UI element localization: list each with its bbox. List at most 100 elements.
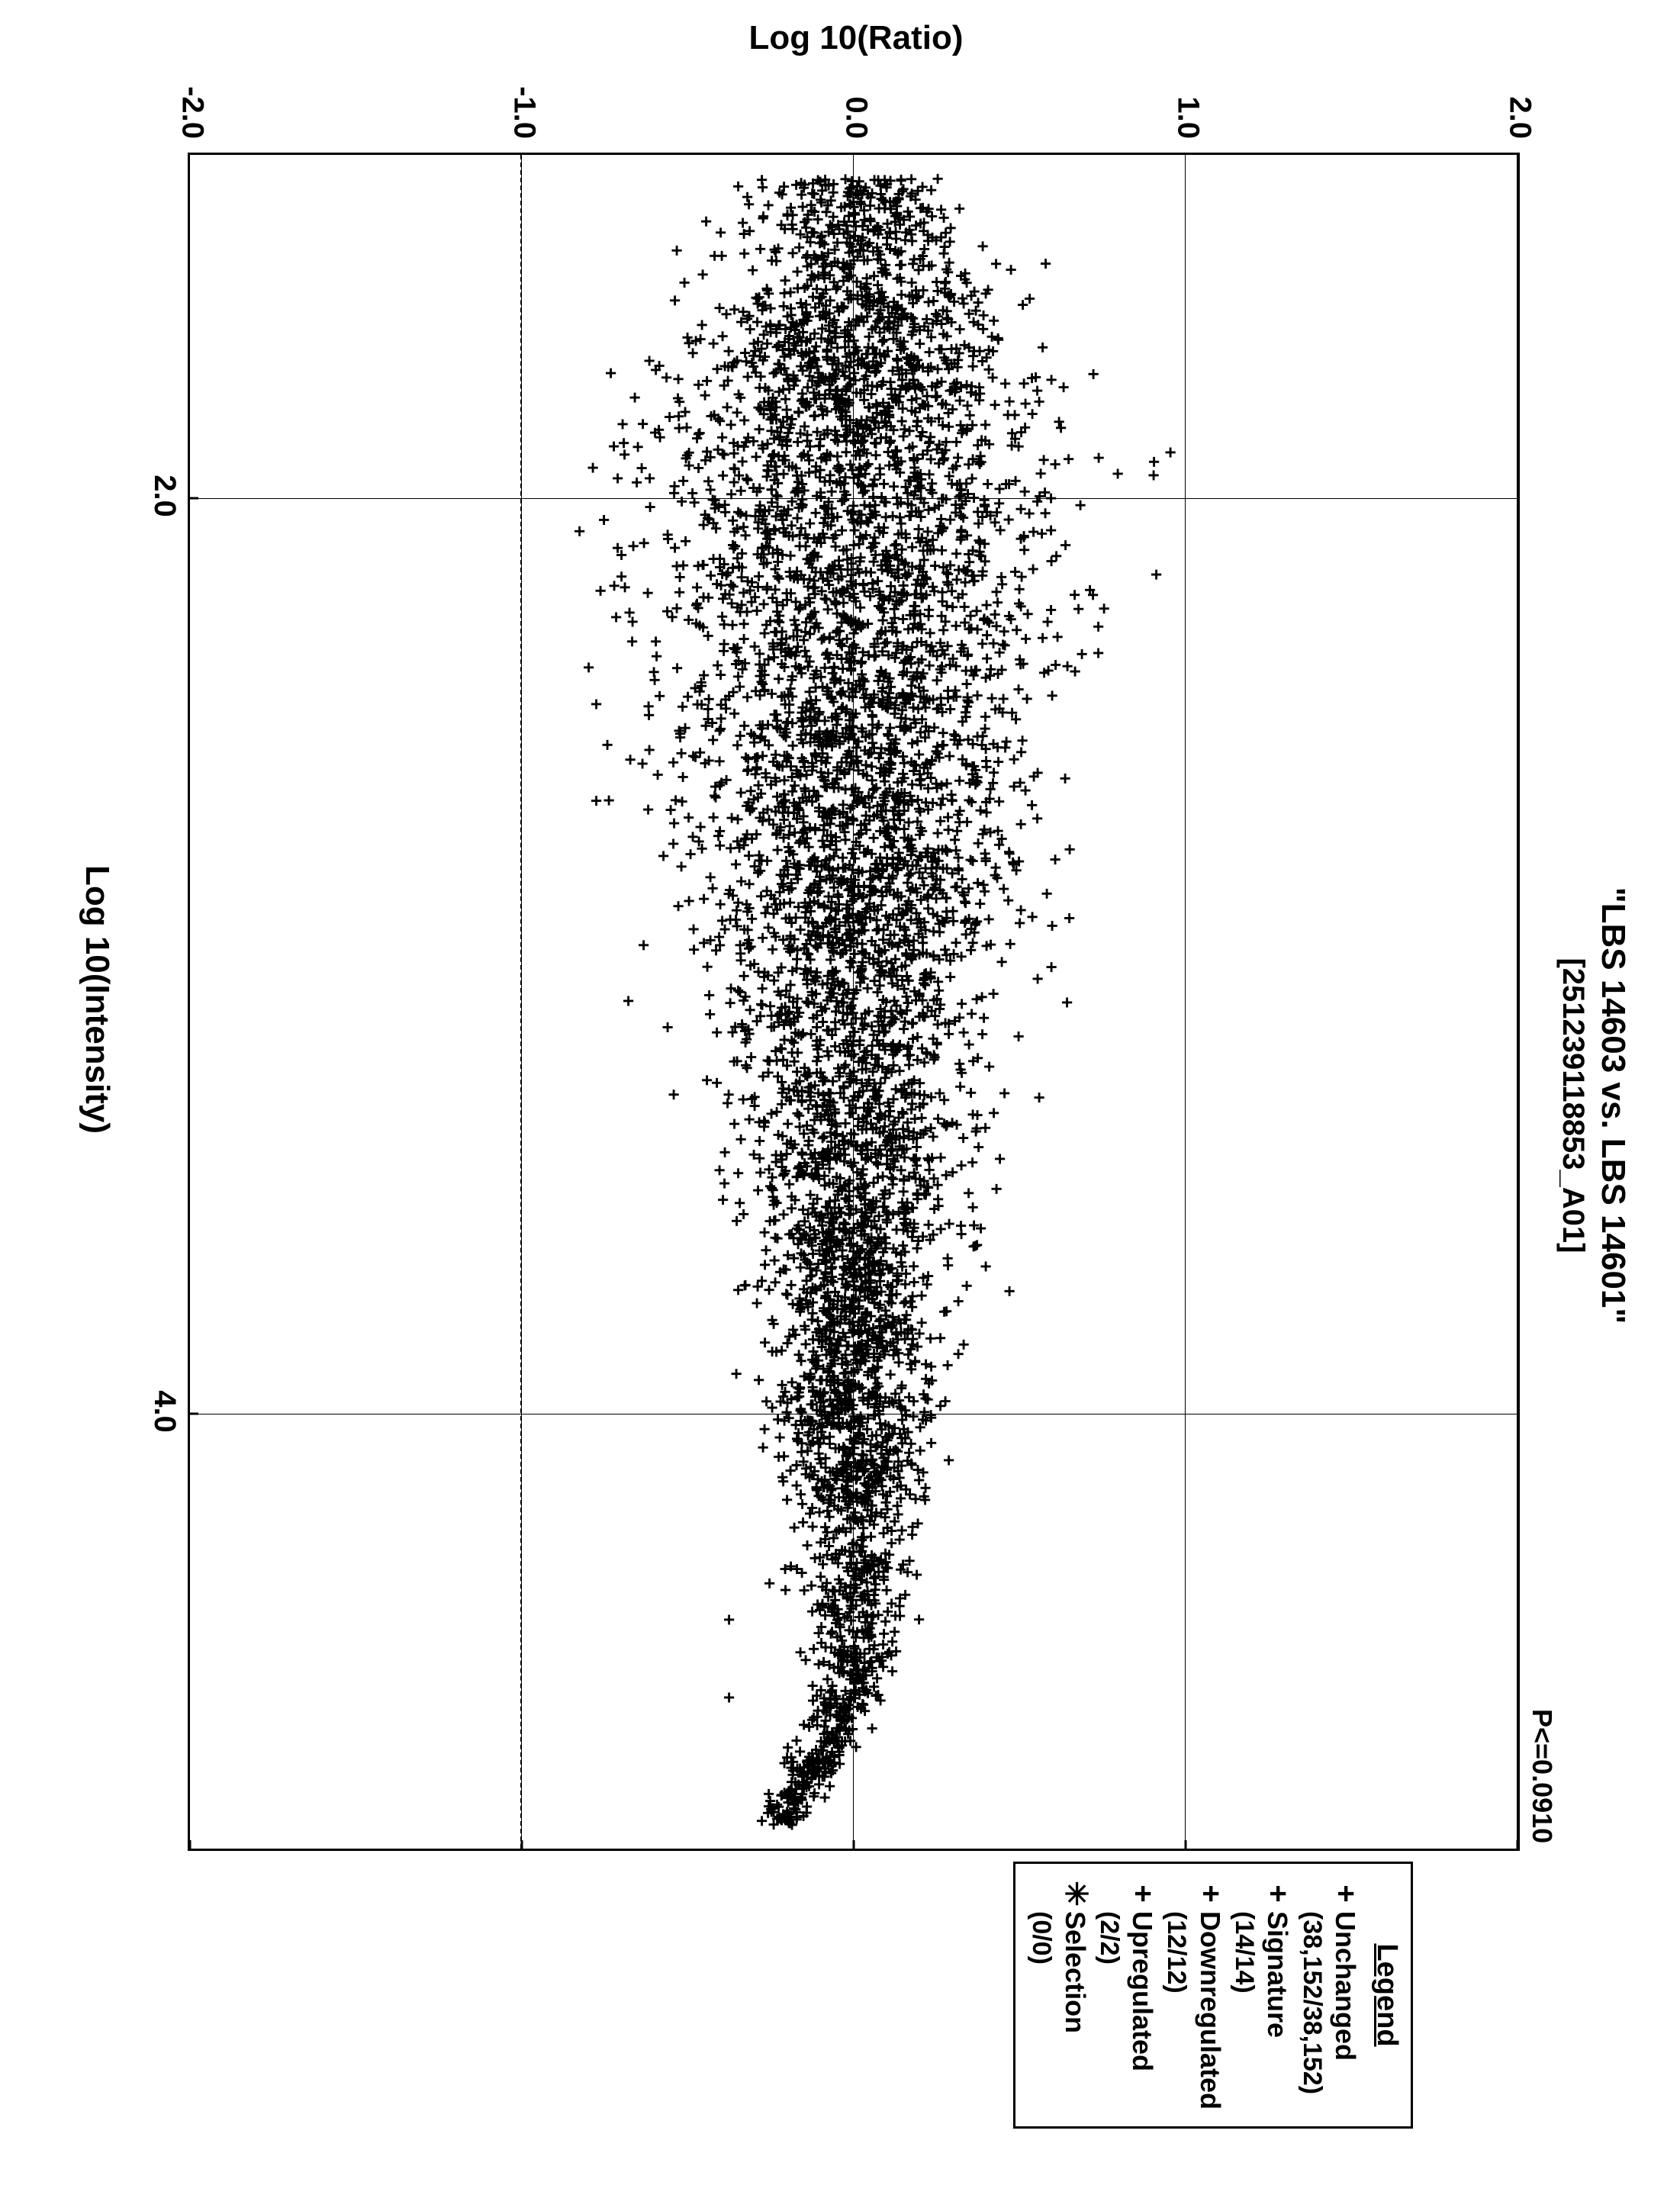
svg-text:+: +: [958, 1039, 981, 1051]
svg-text:+: +: [657, 533, 680, 545]
svg-text:+: +: [973, 1012, 996, 1024]
svg-text:+: +: [1003, 780, 1025, 792]
svg-text:+: +: [730, 485, 753, 497]
svg-text:+: +: [670, 861, 693, 872]
svg-text:+: +: [1012, 299, 1035, 311]
landscape-frame: "LBS 14603 vs. LBS 14601" [251239118853_…: [0, 0, 1680, 2211]
svg-text:+: +: [711, 432, 734, 443]
svg-text:+: +: [989, 524, 1012, 536]
svg-text:+: +: [935, 1305, 958, 1317]
svg-text:+: +: [999, 938, 1022, 950]
svg-text:+: +: [739, 878, 761, 890]
legend-item: +Unchanged: [1328, 1864, 1364, 2126]
svg-text:+: +: [1031, 342, 1054, 353]
svg-text:+: +: [989, 647, 1012, 658]
svg-text:+: +: [915, 1482, 938, 1494]
svg-text:+: +: [714, 1147, 737, 1158]
svg-text:+: +: [1034, 507, 1057, 519]
svg-text:+: +: [738, 943, 761, 954]
svg-text:+: +: [957, 697, 980, 708]
svg-text:+: +: [639, 501, 661, 513]
svg-text:+: +: [666, 662, 689, 674]
svg-text:+: +: [695, 216, 718, 227]
svg-text:+: +: [696, 961, 719, 973]
svg-text:+: +: [887, 941, 909, 953]
plot-area: + + + + + + + + + + + + + + + + + + + + + + + + + + + + + + + + + + + + + + + +…: [188, 153, 1520, 1851]
svg-text:+: +: [702, 883, 725, 894]
svg-text:+: +: [944, 685, 967, 697]
svg-text:+: +: [1040, 604, 1063, 616]
svg-text:+: +: [1036, 616, 1059, 628]
svg-text:+: +: [746, 1298, 769, 1309]
y-tick-label: -2.0: [175, 86, 210, 153]
svg-text:+: +: [941, 1117, 964, 1128]
svg-text:+: +: [882, 510, 905, 522]
svg-text:+: +: [632, 939, 655, 951]
chart-title-line2: [251239118853_A01]: [1554, 0, 1592, 2211]
svg-text:+: +: [637, 587, 660, 599]
svg-text:+: +: [960, 1087, 983, 1099]
legend-item: +Signature: [1260, 1864, 1296, 2126]
svg-text:+: +: [712, 330, 735, 342]
svg-text:+: +: [1054, 539, 1077, 551]
svg-text:+: +: [758, 1163, 781, 1175]
svg-text:+: +: [1041, 374, 1064, 385]
svg-text:+: +: [729, 607, 752, 618]
x-tick-label: 4.0: [147, 1390, 192, 1433]
svg-text:+: +: [1021, 800, 1044, 811]
svg-text:+: +: [1008, 856, 1031, 867]
svg-text:+: +: [1048, 416, 1070, 427]
y-tick-label: 2.0: [1503, 96, 1537, 153]
svg-text:+: +: [943, 729, 966, 740]
svg-text:+: +: [568, 526, 591, 537]
svg-text:+: +: [1009, 658, 1032, 670]
svg-text:+: +: [749, 865, 772, 877]
svg-text:+: +: [972, 240, 995, 252]
svg-text:+: +: [896, 498, 919, 510]
svg-text:+: +: [1054, 773, 1077, 784]
svg-text:+: +: [624, 392, 647, 404]
legend-item-label: Signature: [1261, 1911, 1293, 2038]
svg-text:+: +: [937, 1260, 960, 1271]
svg-text:+: +: [962, 1241, 985, 1252]
svg-text:+: +: [1004, 433, 1027, 445]
svg-text:+: +: [699, 1009, 722, 1020]
svg-text:+: +: [668, 373, 690, 385]
svg-text:+: +: [989, 1153, 1012, 1164]
svg-text:+: +: [782, 209, 805, 220]
svg-text:+: +: [674, 277, 697, 288]
svg-text:+: +: [704, 781, 727, 793]
legend-item-count: (0/0): [1026, 1864, 1057, 2126]
legend-item-count: (38,152/38,152): [1296, 1864, 1327, 2126]
svg-text:+: +: [774, 1563, 797, 1575]
svg-text:+: +: [950, 270, 973, 282]
svg-text:+: +: [683, 923, 706, 935]
chart-title-line1: "LBS 14603 vs. LBS 14601": [1592, 0, 1634, 2211]
svg-text:+: +: [729, 1197, 751, 1208]
svg-text:+: +: [706, 444, 729, 455]
svg-text:+: +: [709, 826, 732, 837]
legend-item-label: Unchanged: [1329, 1911, 1361, 2061]
svg-text:+: +: [1087, 647, 1110, 658]
svg-text:+: +: [733, 1279, 756, 1291]
chart-title: "LBS 14603 vs. LBS 14601" [251239118853_…: [1554, 0, 1634, 2211]
svg-text:+: +: [1012, 735, 1035, 746]
svg-text:+: +: [1093, 603, 1116, 614]
svg-text:+: +: [977, 284, 1000, 295]
svg-text:+: +: [953, 601, 976, 613]
svg-text:+: +: [736, 191, 759, 203]
svg-text:+: +: [935, 330, 958, 342]
legend-item: +Upregulated: [1125, 1864, 1161, 2126]
svg-text:+: +: [842, 815, 865, 826]
svg-text:+: +: [598, 795, 621, 806]
svg-text:+: +: [985, 1183, 1008, 1195]
svg-text:+: +: [950, 1220, 973, 1231]
svg-text:+: +: [1036, 888, 1059, 900]
svg-text:+: +: [1013, 532, 1036, 543]
svg-text:+: +: [713, 1178, 736, 1189]
svg-text:+: +: [710, 227, 732, 238]
svg-text:+: +: [690, 319, 713, 330]
svg-text:+: +: [1008, 1031, 1031, 1042]
svg-text:+: +: [1087, 621, 1110, 632]
svg-text:+: +: [638, 700, 661, 712]
